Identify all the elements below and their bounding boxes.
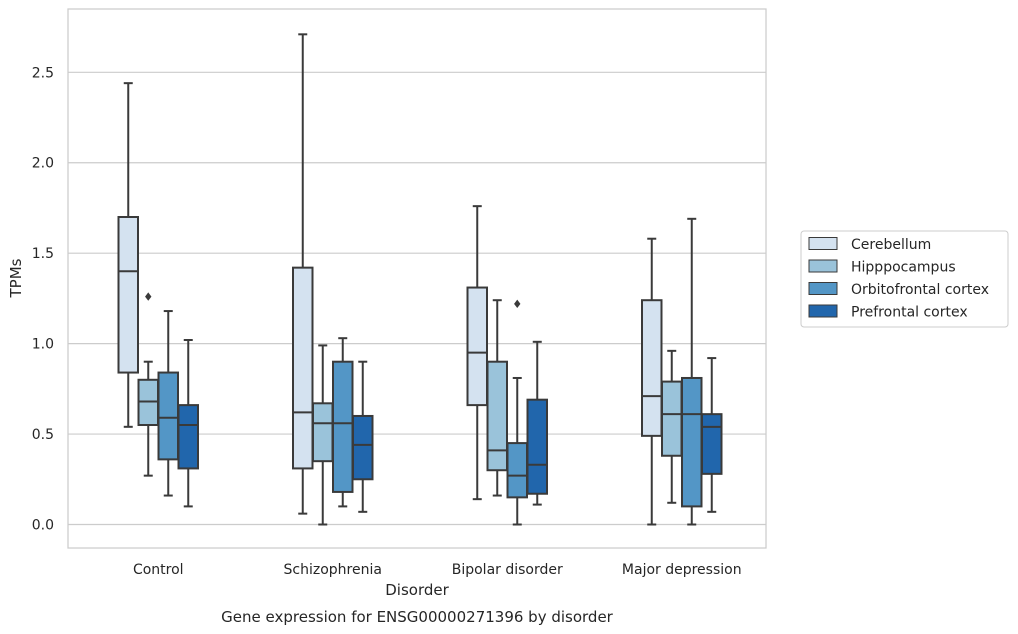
box-body xyxy=(117,216,139,374)
y-axis-label: TPMs xyxy=(7,258,25,298)
box-body xyxy=(681,376,703,508)
plot-frame xyxy=(67,8,767,549)
y-axis-ticks: 0.0 0.5 1.0 1.5 2.0 2.5 xyxy=(32,65,54,533)
legend-label: Cerebellum xyxy=(851,237,931,253)
outlier-point xyxy=(514,299,521,309)
x-axis-label: Disorder xyxy=(385,581,449,599)
legend-swatch xyxy=(808,304,838,318)
legend-swatch xyxy=(808,282,838,295)
box-cerebellum xyxy=(641,237,663,526)
x-tick-label: Bipolar disorder xyxy=(452,562,563,578)
x-axis-ticks: Control Schizophrenia Bipolar disorder Majo… xyxy=(133,562,742,578)
box-prefrontal-cortex xyxy=(352,360,374,513)
box-hipppocampus xyxy=(312,344,334,526)
box-prefrontal-cortex xyxy=(701,357,723,513)
legend-swatch xyxy=(808,259,838,273)
box-orbitofrontal-cortex xyxy=(506,299,528,526)
y-tick-label: 2.5 xyxy=(32,65,54,81)
box-body xyxy=(506,442,528,499)
box-body xyxy=(661,380,683,457)
legend-label: Hipppocampus xyxy=(851,260,956,276)
boxes xyxy=(117,33,723,526)
box-prefrontal-cortex xyxy=(526,340,548,506)
box-body xyxy=(292,266,314,470)
legend-swatch xyxy=(808,237,838,250)
box-hipppocampus xyxy=(137,292,159,477)
box-orbitofrontal-cortex xyxy=(157,310,179,497)
legend-label: Orbitofrontal cortex xyxy=(851,282,989,298)
legend-label: Prefrontal cortex xyxy=(851,305,968,321)
chart-caption: Gene expression for ENSG00000271396 by d… xyxy=(221,608,614,626)
box-prefrontal-cortex xyxy=(177,338,199,508)
y-tick-label: 0.5 xyxy=(32,427,54,443)
box-body xyxy=(177,404,199,470)
box-orbitofrontal-cortex xyxy=(681,217,703,526)
box-hipppocampus xyxy=(661,349,683,504)
box-body xyxy=(312,402,334,463)
y-tick-label: 0.0 xyxy=(32,517,54,533)
box-body xyxy=(332,360,354,493)
box-body xyxy=(352,414,374,481)
y-tick-label: 1.5 xyxy=(32,246,54,262)
outlier-point xyxy=(145,292,152,301)
y-tick-label: 1.0 xyxy=(32,337,54,353)
x-tick-label: Control xyxy=(133,562,184,578)
box-body xyxy=(641,299,663,437)
y-tick-label: 2.0 xyxy=(32,156,54,172)
x-tick-label: Schizophrenia xyxy=(284,562,382,578)
box-body xyxy=(526,398,548,495)
x-tick-label: Major depression xyxy=(622,562,742,578)
box-hipppocampus xyxy=(486,299,508,497)
box-cerebellum xyxy=(292,33,314,515)
legend-frame xyxy=(800,230,1009,328)
box-orbitofrontal-cortex xyxy=(332,337,354,508)
box-body xyxy=(701,413,723,475)
box-cerebellum xyxy=(466,205,488,501)
box-body xyxy=(466,286,488,407)
box-body xyxy=(157,371,179,461)
box-body xyxy=(486,360,508,472)
box-cerebellum xyxy=(117,82,139,428)
legend: Cerebellum Hipppocampus Orbitofrontal cort… xyxy=(800,230,1009,328)
